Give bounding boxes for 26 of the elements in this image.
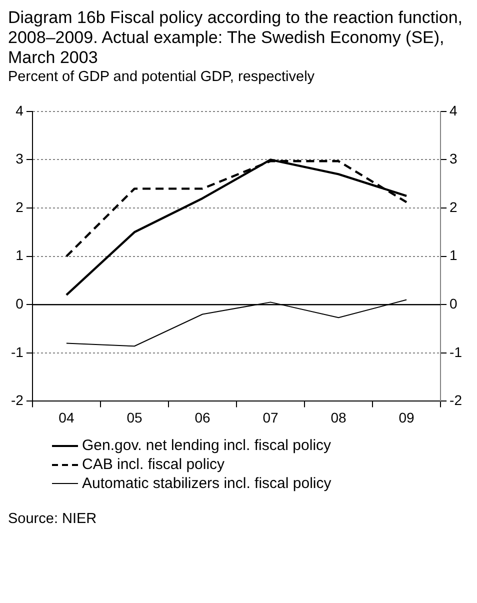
legend-label: Automatic stabilizers incl. fiscal policy — [82, 474, 332, 493]
y2-tick-label: 1 — [450, 247, 458, 264]
y2-tick-label: 4 — [450, 102, 458, 118]
x-tick-label: 08 — [330, 409, 347, 426]
y-tick-label: -2 — [10, 392, 24, 408]
y2-tick-label: 0 — [450, 295, 458, 312]
y-tick-label: 2 — [16, 198, 24, 215]
y2-tick-label: -2 — [450, 392, 462, 408]
x-tick-label: 04 — [58, 409, 74, 426]
y-tick-label: 1 — [16, 247, 24, 264]
y-tick-label: 3 — [16, 150, 24, 167]
chart-title: Diagram 16b Fiscal policy according to the reaction function, 2008–2009. Actual example: The Swedish Economy (SE), March 2003 — [8, 8, 464, 68]
y-tick-label: 4 — [16, 102, 24, 118]
source-note: Source: NIER — [8, 511, 98, 527]
x-tick-label: 06 — [194, 409, 210, 426]
chart-subtitle: Percent of GDP and potential GDP, respectively — [8, 68, 316, 86]
legend-label: CAB incl. fiscal policy — [82, 455, 225, 474]
x-tick-label: 05 — [126, 409, 142, 426]
y2-tick-label: 2 — [450, 198, 458, 215]
legend-label: Gen.gov. net lending incl. fiscal policy — [82, 436, 332, 455]
y2-tick-label: -1 — [450, 344, 462, 360]
y2-tick-label: 3 — [450, 150, 458, 167]
y-tick-label: -1 — [10, 344, 24, 360]
y-tick-label: 0 — [16, 295, 24, 312]
x-tick-label: 09 — [398, 409, 415, 426]
x-tick-label: 07 — [262, 409, 279, 426]
